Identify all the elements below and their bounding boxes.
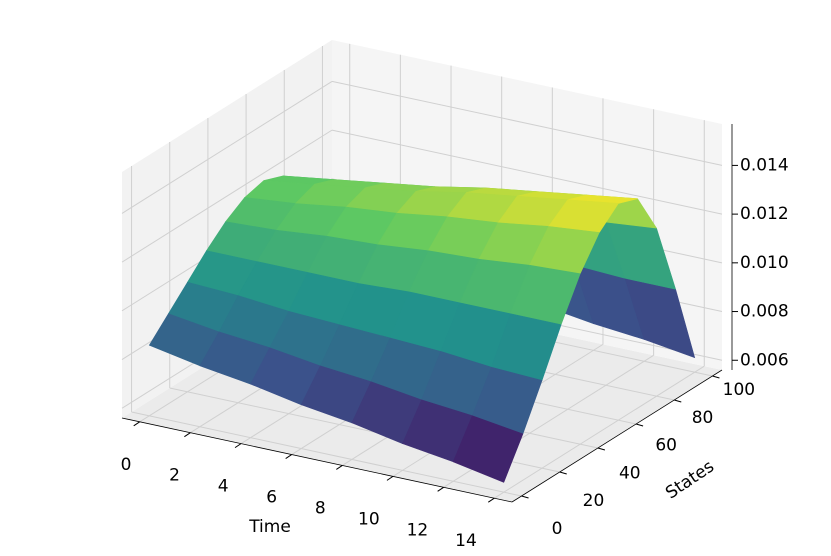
y-tick [597,447,606,451]
x-axis-label: Time [248,517,291,537]
y-tick-label: 60 [655,436,677,456]
grid-line [131,411,522,497]
z-tick-label: 0.010 [740,253,789,273]
x-tick [437,486,444,492]
y-tick [712,375,720,379]
x-tick-label: 2 [169,466,180,486]
grid-line [331,129,723,215]
x-tick [285,454,292,459]
y-axis-label: States [662,457,718,504]
x-tick [487,497,495,503]
x-tick-label: 14 [455,531,477,551]
z-tick-label: 0.006 [740,350,789,370]
x-tick [386,475,394,481]
y-tick-label: 0 [552,519,563,539]
x-tick-label: 0 [121,455,132,475]
grid-line [121,129,333,263]
z-tick-label: 0.014 [740,155,789,175]
y-tick [635,423,644,427]
y-tick [559,471,567,475]
x-axis-line [121,417,513,503]
surface-patch [452,415,524,483]
x-tick-label: 10 [358,509,380,529]
grid-line [331,80,723,166]
y-tick-label: 40 [619,463,641,483]
x-tick [336,465,343,470]
z-tick-label: 0.012 [740,204,789,224]
x-tick-label: 12 [407,520,429,540]
grid-line [121,80,333,214]
grid-line [494,365,705,499]
y-tick-label: 80 [692,408,714,428]
x-tick-label: 6 [266,488,277,508]
x-tick [184,432,191,438]
x-tick [234,443,242,449]
z-tick-label: 0.008 [740,302,789,322]
y-tick [521,495,529,499]
x-tick-label: 4 [218,477,229,497]
y-tick [674,399,682,403]
x-tick-label: 8 [315,498,326,518]
y-axis-line [511,369,723,503]
y-tick-label: 20 [583,491,605,511]
y-tick-label: 100 [723,380,755,400]
x-tick [133,421,141,427]
